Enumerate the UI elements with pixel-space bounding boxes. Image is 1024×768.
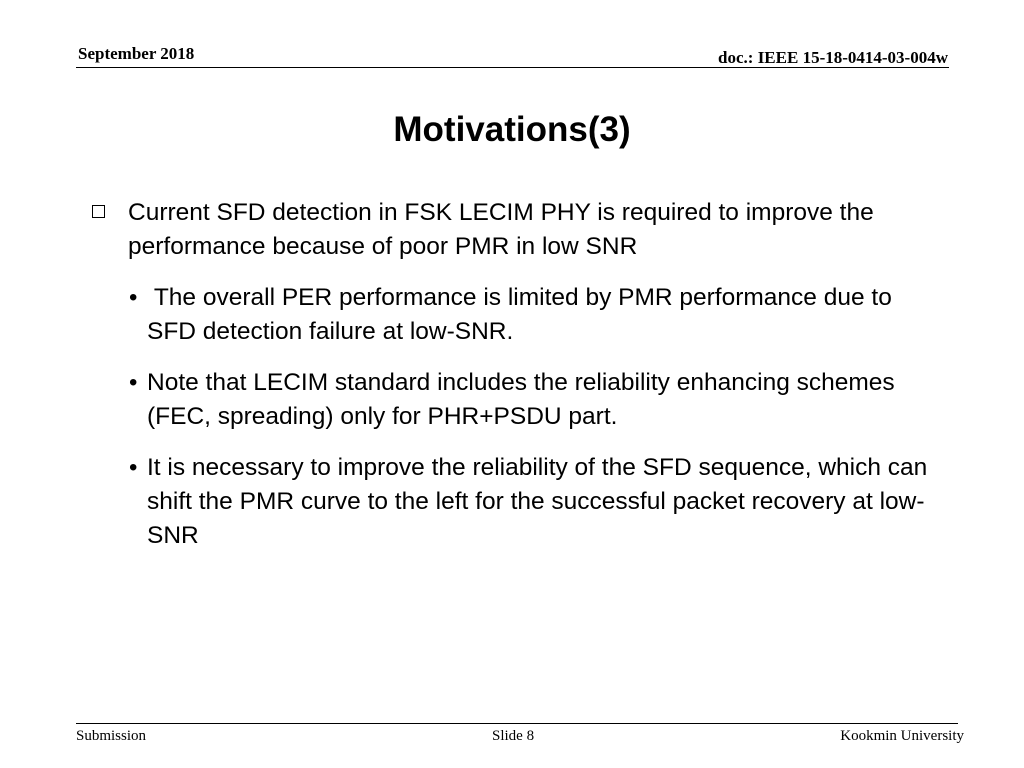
header-divider [76, 67, 949, 68]
slide-body: Current SFD detection in FSK LECIM PHY i… [88, 196, 968, 570]
footer-organization: Kookmin University [840, 728, 964, 744]
sub-bullet-text: The overall PER performance is limited b… [147, 284, 899, 345]
bullet-dot-icon: • [129, 454, 138, 481]
main-bullet: Current SFD detection in FSK LECIM PHY i… [88, 196, 968, 264]
footer-submission: Submission [76, 728, 147, 744]
header-doc-id: doc.: IEEE 15-18-0414-03-004w [718, 48, 948, 67]
checkbox-bullet-icon [92, 205, 105, 218]
header-date: September 2018 [78, 44, 195, 63]
footer-divider [76, 723, 958, 724]
sub-bullet-list: • The overall PER performance is limited… [88, 281, 968, 553]
footer-slide-number: Slide 8 [492, 728, 535, 744]
sub-bullet-item: • Note that LECIM standard includes the … [128, 366, 947, 434]
sub-bullet-item: • It is necessary to improve the reliabi… [128, 451, 947, 553]
bullet-dot-icon: • [129, 284, 138, 311]
sub-bullet-item: • The overall PER performance is limited… [128, 281, 947, 349]
sub-bullet-text: Note that LECIM standard includes the re… [147, 369, 895, 430]
main-bullet-text: Current SFD detection in FSK LECIM PHY i… [128, 199, 874, 260]
sub-bullet-text: It is necessary to improve the reliabili… [147, 454, 928, 549]
slide-title: Motivations(3) [393, 110, 631, 149]
bullet-dot-icon: • [129, 369, 138, 396]
